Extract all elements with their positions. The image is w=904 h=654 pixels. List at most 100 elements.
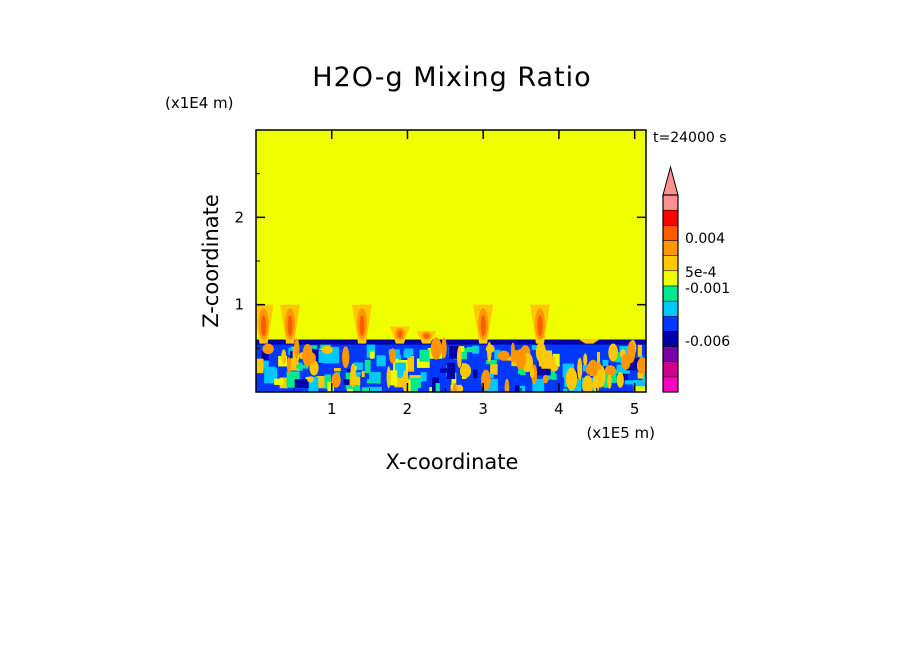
convective-cell: [307, 376, 314, 383]
boundary-layer-cell: [362, 387, 371, 392]
colorbar-segment: [662, 240, 679, 256]
colorbar-segment: [662, 285, 679, 302]
convective-cell: [456, 384, 464, 392]
boundary-layer-cell: [432, 377, 440, 392]
convective-cell: [592, 372, 600, 392]
convective-cell: [535, 342, 547, 363]
boundary-layer-cell: [632, 380, 646, 387]
y-axis-label: Z-coordinate: [199, 194, 223, 328]
boundary-layer-cell: [514, 385, 520, 392]
boundary-layer-cell: [324, 374, 331, 389]
boundary-layer-cell: [532, 378, 545, 392]
x-axis: 1 2 3 4 5: [293, 130, 640, 418]
convective-cell: [504, 378, 510, 392]
convective-cell: [616, 372, 624, 388]
boundary-layer-cell: [637, 372, 644, 379]
colorbar-frame: [662, 194, 679, 393]
boundary-layer-cell: [448, 345, 459, 359]
convective-cell: [341, 346, 350, 369]
boundary-layer-cell: [296, 364, 309, 369]
boundary-layer-cell: [573, 369, 581, 384]
boundary-layer-cell: [633, 385, 646, 392]
convective-cell: [321, 345, 333, 354]
boundary-layer-cell: [369, 351, 375, 359]
boundary-layer-cell: [429, 387, 435, 392]
boundary-layer-cell: [356, 372, 361, 376]
convective-cell: [542, 374, 549, 384]
boundary-layer-cell: [531, 345, 538, 350]
convective-cell: [515, 348, 526, 370]
convective-cell: [636, 357, 646, 374]
colorbar-segment: [662, 194, 679, 211]
x-tick-label: 2: [403, 400, 413, 418]
plume-core: [480, 315, 486, 337]
convective-cell: [309, 360, 319, 376]
boundary-layer-cell: [390, 370, 398, 386]
colorbar-segment: [662, 255, 679, 272]
boundary-layer-cell: [292, 350, 296, 364]
boundary-layer-cell: [353, 362, 363, 371]
boundary-layer-cell: [596, 352, 601, 367]
boundary-layer-cell: [439, 368, 451, 373]
colorbar-label: 5e-4: [685, 265, 717, 281]
boundary-layer-cell: [267, 366, 276, 378]
boundary-layer-cell: [446, 362, 456, 380]
boundary-layer-cell: [334, 368, 341, 372]
boundary-layer-cell: [327, 381, 334, 392]
boundary-layer-cell: [369, 372, 379, 382]
x-tick-label: 5: [630, 400, 640, 418]
convective-cell: [302, 343, 313, 367]
x-tick-label: 1: [327, 400, 337, 418]
boundary-layer-cell: [473, 369, 478, 379]
boundary-layer-cell: [364, 359, 371, 374]
boundary-layer-cell: [369, 386, 382, 392]
convective-cell: [441, 337, 447, 359]
y-axis: 12: [234, 173, 646, 349]
boundary-layer-cell: [603, 374, 611, 388]
boundary-layer-cell: [403, 351, 411, 358]
boundary-layer-cell: [472, 345, 480, 354]
convective-cell: [350, 363, 357, 388]
convective-cell: [459, 363, 472, 379]
boundary-layer-cell: [451, 372, 457, 389]
convective-cell: [331, 372, 341, 388]
boundary-layer-cell: [602, 359, 609, 367]
convective-cell: [550, 364, 559, 372]
plume-core: [359, 315, 365, 337]
plume-cap: [579, 339, 600, 344]
convective-cell: [487, 341, 492, 363]
boundary-layer-cell: [361, 370, 365, 378]
boundary-layer-cell: [552, 353, 560, 367]
boundary-layer-cell: [258, 360, 269, 370]
boundary-layer-cell: [274, 378, 284, 386]
convective-cell: [497, 350, 510, 361]
boundary-layer-cell: [466, 346, 476, 353]
plume-core: [537, 315, 543, 337]
plume-core: [261, 315, 267, 337]
boundary-layer-cell: [616, 364, 630, 374]
boundary-layer-cell: [435, 383, 440, 392]
boundary-layer-cell: [519, 385, 526, 392]
convective-cell: [604, 365, 616, 376]
boundary-layer-cell: [637, 344, 642, 357]
colorbar-segment: [662, 209, 679, 226]
boundary-layer-cell: [490, 364, 498, 375]
plume-core: [397, 330, 403, 339]
y-tick-label: 2: [234, 208, 244, 226]
boundary-layer-cell: [343, 379, 356, 386]
boundary-layer-cell: [505, 356, 513, 361]
boundary-layer-cell: [308, 376, 319, 392]
plume-core: [423, 333, 429, 339]
colorbar-segment: [662, 346, 679, 362]
convective-cell: [565, 367, 578, 391]
colorbar-segment: [662, 376, 679, 393]
convective-cell: [386, 366, 391, 389]
boundary-layer-cell: [615, 352, 621, 363]
boundary-layer-cell: [494, 349, 501, 360]
boundary-layer-cell: [419, 349, 430, 362]
boundary-layer-cell: [486, 359, 497, 365]
boundary-layer-cell: [624, 380, 633, 385]
colorbar: 0.004 5e-4-0.001 -0.006: [662, 165, 730, 393]
boundary-layer-cell: [416, 358, 430, 368]
